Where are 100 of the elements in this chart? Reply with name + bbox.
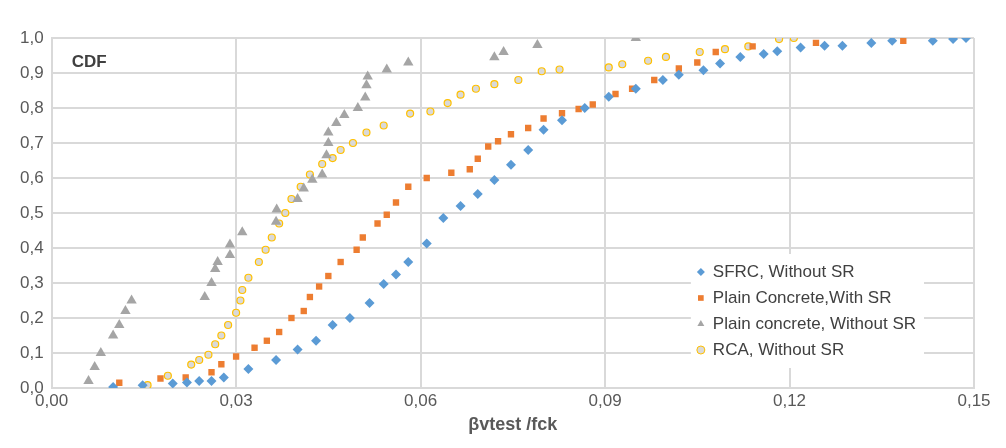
point bbox=[157, 375, 164, 382]
annotation: CDF bbox=[71, 51, 107, 71]
point bbox=[537, 67, 546, 76]
point bbox=[238, 285, 247, 295]
point bbox=[426, 107, 435, 116]
point bbox=[523, 145, 534, 155]
point bbox=[456, 90, 465, 99]
point bbox=[218, 372, 229, 383]
point bbox=[673, 69, 684, 80]
point bbox=[423, 174, 430, 182]
point bbox=[224, 238, 236, 248]
y-tick-label: 0,1 bbox=[19, 342, 44, 362]
point bbox=[927, 38, 938, 46]
y-tick-label: 0,5 bbox=[19, 202, 44, 222]
point bbox=[695, 47, 704, 57]
point bbox=[364, 297, 375, 308]
point bbox=[317, 168, 328, 178]
point bbox=[298, 182, 309, 192]
point bbox=[261, 245, 270, 254]
point bbox=[271, 203, 282, 213]
point bbox=[540, 115, 547, 122]
point bbox=[772, 46, 783, 57]
point bbox=[271, 355, 282, 365]
point bbox=[83, 375, 94, 384]
point bbox=[212, 256, 223, 265]
point bbox=[267, 233, 276, 242]
point bbox=[589, 101, 596, 108]
point bbox=[489, 175, 500, 186]
point bbox=[715, 58, 726, 69]
point bbox=[455, 201, 466, 211]
y-tick-label: 0,2 bbox=[19, 307, 44, 327]
y-tick-label: 0,8 bbox=[19, 97, 44, 117]
point bbox=[837, 40, 848, 51]
point bbox=[95, 347, 107, 356]
y-tick-label: 0,4 bbox=[19, 237, 44, 257]
point bbox=[362, 70, 373, 80]
point bbox=[720, 45, 730, 54]
point bbox=[323, 137, 334, 146]
point bbox=[438, 212, 449, 223]
point bbox=[795, 42, 806, 53]
point bbox=[251, 344, 258, 351]
point bbox=[489, 51, 500, 61]
point bbox=[472, 189, 483, 200]
point bbox=[281, 208, 290, 218]
point bbox=[288, 314, 295, 322]
point bbox=[206, 376, 217, 386]
point bbox=[331, 117, 342, 127]
x-tick-label: 0,12 bbox=[772, 390, 807, 410]
point bbox=[374, 220, 381, 227]
point bbox=[603, 91, 614, 102]
point bbox=[120, 305, 131, 314]
point bbox=[604, 63, 613, 72]
y-tick-label: 0,3 bbox=[19, 272, 44, 292]
point bbox=[167, 378, 178, 388]
point bbox=[195, 355, 204, 365]
y-tick-label: 0,6 bbox=[19, 167, 44, 187]
point bbox=[315, 283, 323, 290]
point bbox=[362, 128, 371, 137]
point bbox=[270, 215, 282, 225]
x-tick-label: 0,09 bbox=[588, 390, 622, 410]
point bbox=[538, 124, 549, 135]
point bbox=[237, 226, 248, 236]
point bbox=[348, 138, 358, 148]
point bbox=[471, 84, 481, 93]
point bbox=[327, 320, 338, 330]
legend-label: RCA, Without SR bbox=[712, 339, 845, 359]
point bbox=[490, 80, 499, 89]
point bbox=[243, 364, 254, 375]
point bbox=[337, 258, 344, 266]
point bbox=[360, 91, 371, 101]
point bbox=[204, 350, 213, 359]
y-tick-label: 1,0 bbox=[19, 27, 44, 47]
point bbox=[485, 143, 492, 150]
point bbox=[292, 193, 303, 202]
point bbox=[311, 335, 322, 346]
point bbox=[381, 63, 392, 73]
point bbox=[661, 52, 671, 61]
point bbox=[505, 159, 516, 170]
point bbox=[187, 360, 196, 369]
point bbox=[406, 109, 415, 118]
point bbox=[448, 169, 455, 176]
point bbox=[232, 353, 240, 360]
point bbox=[630, 83, 641, 94]
point bbox=[443, 99, 452, 108]
point bbox=[336, 145, 345, 155]
point bbox=[403, 56, 414, 66]
point bbox=[107, 329, 119, 339]
point bbox=[224, 249, 236, 258]
point bbox=[318, 159, 327, 169]
point bbox=[514, 75, 523, 85]
point bbox=[698, 65, 709, 76]
point bbox=[498, 46, 509, 55]
point bbox=[325, 272, 332, 280]
legend-label: Plain Concrete,With SR bbox=[712, 287, 892, 307]
point bbox=[353, 246, 360, 253]
point bbox=[236, 296, 245, 305]
point bbox=[618, 60, 627, 69]
legend-label: SFRC, Without SR bbox=[712, 261, 855, 281]
point bbox=[390, 269, 401, 280]
point bbox=[359, 234, 366, 241]
